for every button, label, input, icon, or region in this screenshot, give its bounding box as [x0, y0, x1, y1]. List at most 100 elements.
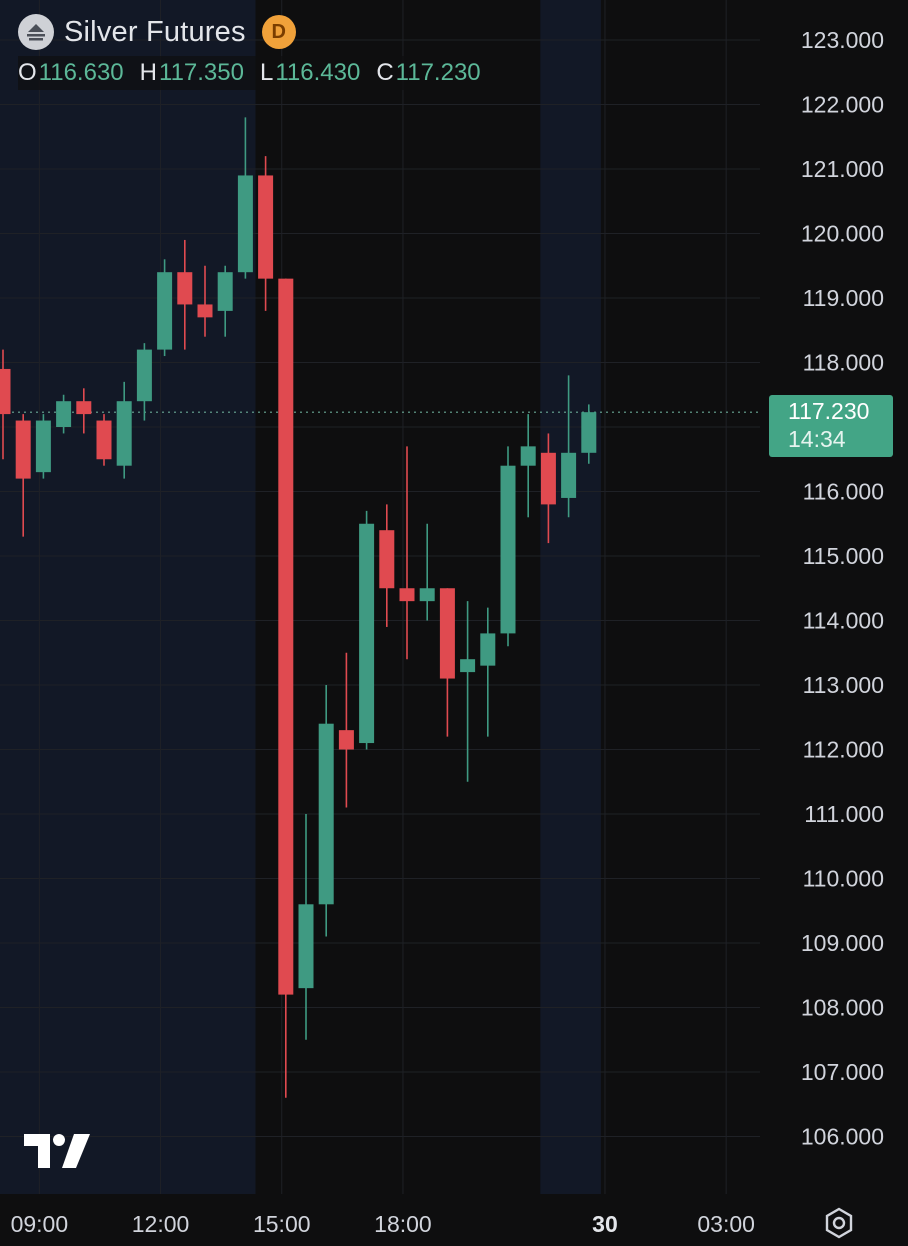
candle-body — [278, 278, 294, 995]
candle — [0, 349, 11, 460]
price-tick-label: 106.000 — [801, 1124, 884, 1150]
time-tick-label: 30 — [592, 1211, 618, 1237]
candle — [399, 446, 415, 660]
ohlc-values: O 116.630 H 117.350 L 116.430 C 117.230 — [18, 56, 497, 90]
price-tick-label: 108.000 — [801, 995, 884, 1021]
time-tick-label: 15:00 — [253, 1211, 311, 1237]
open-key: O — [18, 59, 37, 86]
candle — [460, 601, 476, 782]
open-value: 116.630 — [38, 59, 124, 86]
candle-body — [258, 175, 274, 279]
time-tick-label: 18:00 — [374, 1211, 432, 1237]
session-shade — [0, 0, 256, 1194]
last-price-tag: 117.230 14:34 — [769, 395, 893, 457]
price-tick-label: 122.000 — [801, 92, 884, 118]
candle — [56, 394, 72, 434]
price-tick-label: 113.000 — [803, 672, 884, 698]
candle-body — [116, 401, 132, 466]
price-tick-label: 116.000 — [803, 479, 884, 505]
candle-body — [439, 588, 455, 679]
candle — [116, 381, 132, 479]
candle — [15, 414, 31, 537]
candle-body — [399, 588, 415, 602]
candle — [76, 388, 92, 434]
symbol-title[interactable]: Silver Futures — [64, 15, 246, 48]
candle-body — [96, 420, 112, 460]
candle-body — [76, 401, 92, 415]
candle — [520, 414, 536, 518]
candle — [217, 265, 233, 337]
candle — [177, 239, 193, 350]
bar-countdown: 14:34 — [788, 426, 846, 452]
candle-body — [298, 904, 314, 989]
price-tick-label: 109.000 — [801, 930, 884, 956]
tradingview-logo-icon[interactable] — [24, 1134, 90, 1173]
candle — [439, 588, 455, 737]
candle-body — [520, 446, 536, 466]
candle-body — [480, 633, 496, 666]
price-tick-label: 123.000 — [801, 27, 884, 53]
low-value: 116.430 — [275, 59, 361, 86]
candle — [500, 446, 516, 647]
candle — [480, 607, 496, 737]
session-shade — [540, 0, 601, 1194]
candle — [157, 259, 173, 357]
candle — [237, 117, 253, 279]
price-tick-label: 111.000 — [804, 801, 884, 827]
settings-gear-icon[interactable] — [822, 1206, 856, 1240]
price-tick-label: 107.000 — [801, 1059, 884, 1085]
candle-body — [15, 420, 31, 479]
last-price-value: 117.230 — [788, 398, 869, 424]
session-shading — [0, 0, 601, 1194]
candle-body — [460, 659, 476, 673]
candle — [338, 652, 354, 808]
candle-body — [0, 368, 11, 415]
price-tick-label: 112.000 — [803, 737, 884, 763]
price-tick-label: 119.000 — [803, 285, 884, 311]
candle-body — [419, 588, 435, 602]
candle — [35, 414, 51, 479]
candle — [359, 510, 375, 750]
candle-body — [500, 465, 516, 634]
data-badge[interactable]: D — [261, 15, 296, 49]
time-tick-label: 03:00 — [697, 1211, 755, 1237]
symbol-icon — [18, 14, 54, 50]
candle — [561, 375, 577, 518]
candle-body — [157, 272, 173, 350]
price-tick-label: 110.000 — [803, 866, 884, 892]
candle — [318, 685, 334, 937]
close-value: 117.230 — [395, 59, 481, 86]
candle — [581, 404, 597, 464]
price-tick-label: 121.000 — [801, 156, 884, 182]
candle — [96, 414, 112, 466]
price-axis[interactable]: 123.000 122.000 121.000 120.000 119.000 118.0… — [801, 27, 884, 1150]
candle-body — [197, 304, 213, 318]
candle — [278, 278, 294, 1098]
price-tick-label: 118.000 — [803, 350, 884, 376]
candle-body — [217, 272, 233, 311]
time-axis[interactable]: 09:00 12:00 15:00 18:00 30 03:00 — [11, 1211, 755, 1237]
candle-body — [136, 349, 152, 402]
low-key: L — [259, 59, 274, 86]
high-value: 117.350 — [159, 59, 244, 86]
price-tick-label: 115.000 — [803, 543, 884, 569]
candle-body — [338, 730, 354, 750]
candles — [0, 117, 597, 1098]
time-tick-label: 12:00 — [132, 1211, 190, 1237]
candle — [540, 433, 556, 544]
price-tick-label: 120.000 — [801, 221, 884, 247]
price-tick-label: 114.000 — [803, 608, 884, 634]
candle-body — [56, 401, 72, 427]
time-tick-label: 09:00 — [11, 1211, 69, 1237]
chart-legend: Silver Futures D O 116.630 H 117.350 L 116.… — [18, 12, 497, 90]
candle — [419, 523, 435, 621]
candle-body — [581, 412, 597, 453]
candle-body — [540, 452, 556, 505]
candle-body — [35, 420, 51, 473]
candle-body — [561, 452, 577, 498]
high-key: H — [139, 59, 157, 86]
candle-body — [318, 723, 334, 905]
candle — [258, 156, 274, 311]
candle — [136, 343, 152, 421]
